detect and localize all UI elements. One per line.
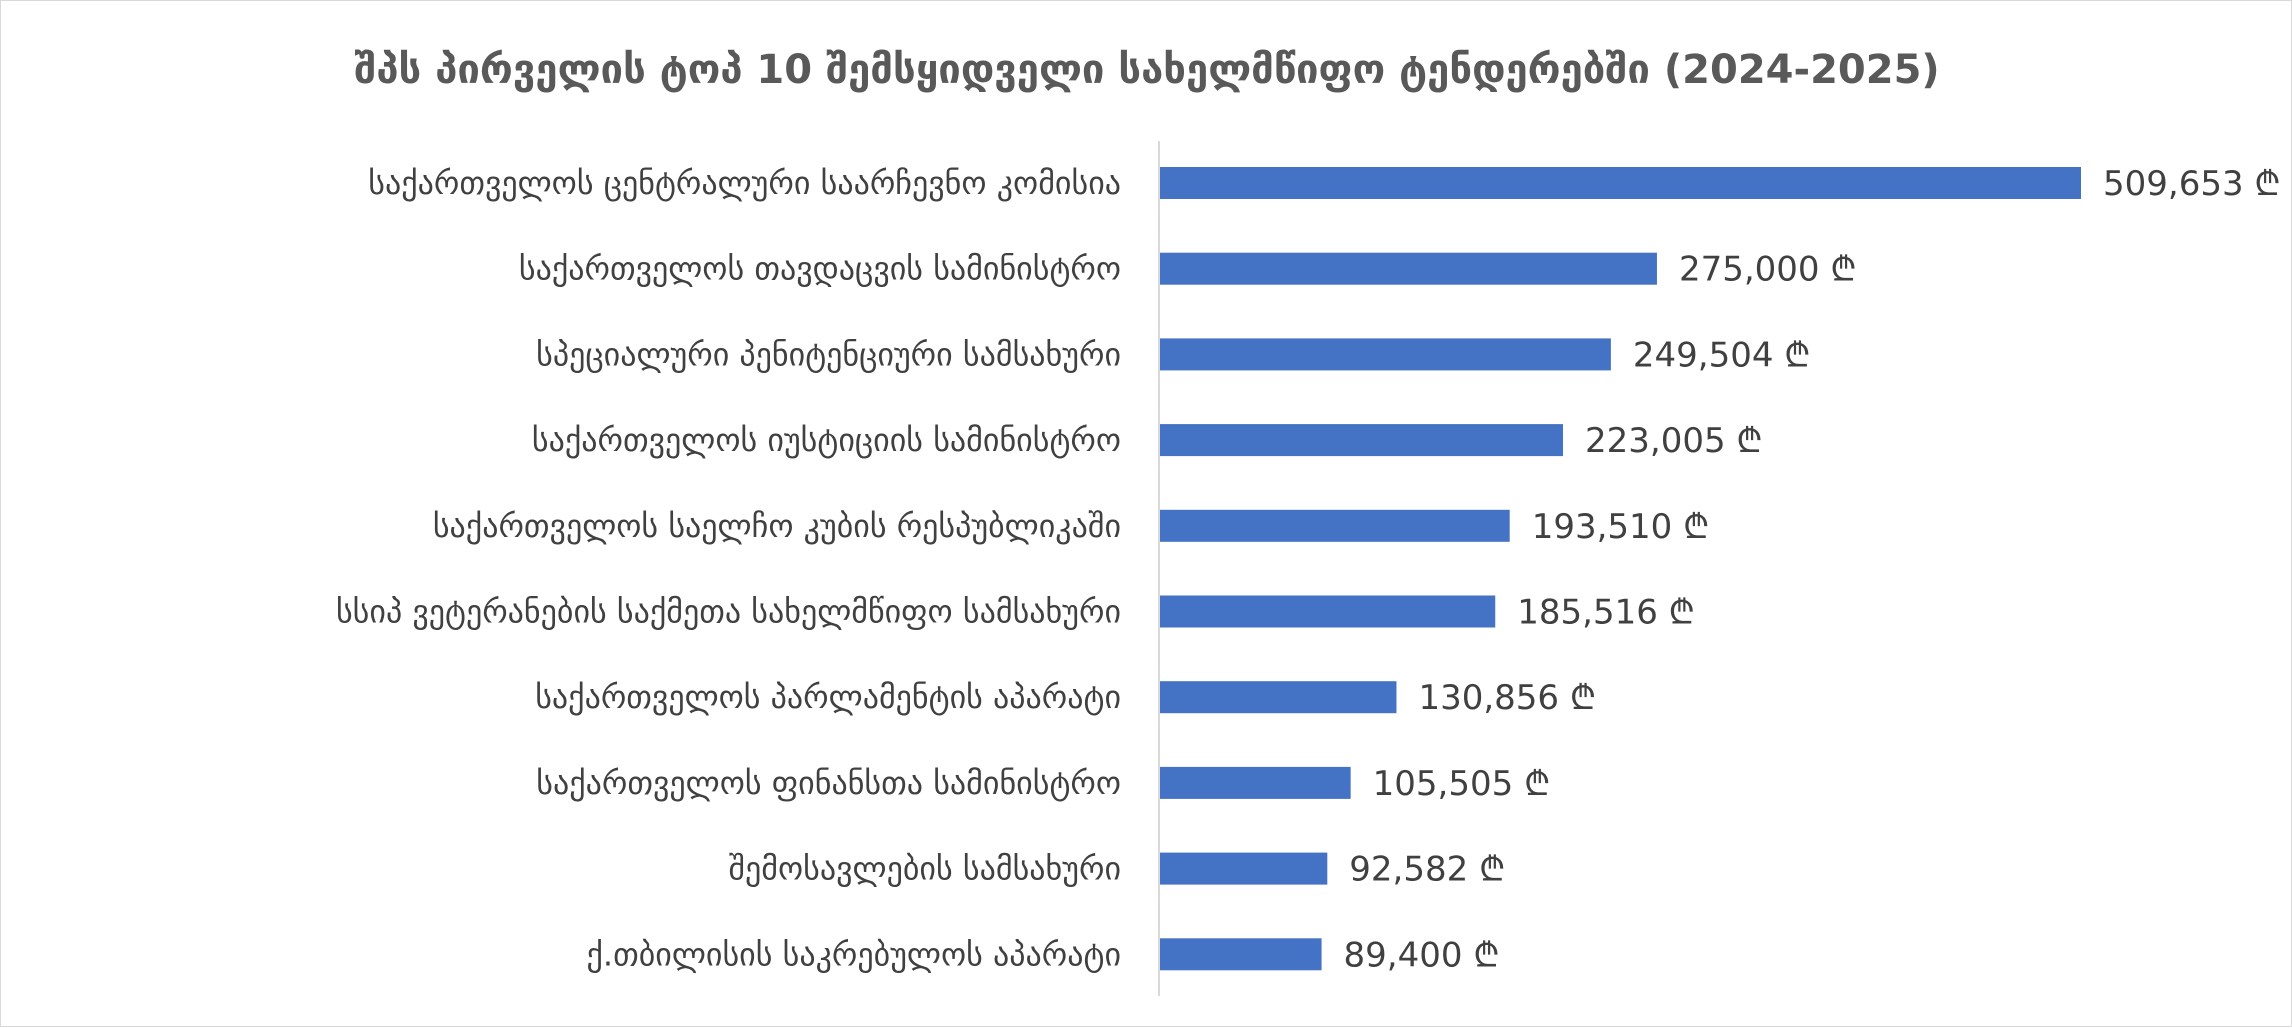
category-label-10: ქ.თბილისის საკრებულოს აპარატი — [587, 935, 1122, 973]
data-label-2: 275,000 ₾ — [1679, 250, 1857, 290]
category-label-5: საქართველოს საელჩო კუბის რესპუბლიკაში — [433, 507, 1121, 545]
category-label-4: საქართველოს იუსტიციის სამინისტრო — [532, 421, 1121, 459]
category-label-3: სპეციალური პენიტენციური სამსახური — [536, 335, 1121, 373]
data-label-9: 92,582 ₾ — [1349, 850, 1505, 890]
category-label-6: სსიპ ვეტერანების საქმეთა სახელმწიფო სამს… — [336, 593, 1121, 631]
bar-5 — [1160, 509, 1510, 542]
data-label-1: 509,653 ₾ — [2103, 164, 2281, 204]
data-label-4: 223,005 ₾ — [1585, 421, 1763, 461]
category-label-7: საქართველოს პარლამენტის აპარატი — [535, 678, 1121, 716]
data-label-10: 89,400 ₾ — [1344, 935, 1500, 975]
bar-3 — [1160, 338, 1611, 371]
category-label-9: შემოსავლების სამსახური — [728, 850, 1121, 888]
bar-9 — [1160, 852, 1328, 885]
bar-1 — [1160, 167, 2081, 199]
category-label-1: საქართველოს ცენტრალური საარჩევნო კომისია — [368, 164, 1121, 202]
bar-8 — [1160, 766, 1351, 799]
data-label-3: 249,504 ₾ — [1633, 335, 1811, 375]
category-label-2: საქართველოს თავდაცვის სამინისტრო — [519, 250, 1121, 288]
bars-group — [1160, 167, 2081, 971]
bar-4 — [1160, 424, 1563, 457]
data-label-5: 193,510 ₾ — [1532, 507, 1710, 547]
bar-2 — [1160, 252, 1657, 285]
bar-7 — [1160, 681, 1397, 714]
data-labels-group: 509,653 ₾ 275,000 ₾ 249,504 ₾ 223,005 ₾ 193,… — [1344, 164, 2281, 975]
bar-6 — [1160, 595, 1496, 628]
category-label-8: საქართველოს ფინანსთა სამინისტრო — [536, 764, 1121, 802]
category-labels-group: საქართველოს ცენტრალური საარჩევნო კომისია… — [336, 164, 1121, 973]
bar-10 — [1160, 938, 1322, 971]
data-label-8: 105,505 ₾ — [1373, 764, 1551, 804]
data-label-6: 185,516 ₾ — [1517, 593, 1695, 633]
chart-title: შპს პირველის ტოპ 10 შემსყიდველი სახელმწი… — [354, 47, 1939, 93]
data-label-7: 130,856 ₾ — [1418, 678, 1596, 718]
